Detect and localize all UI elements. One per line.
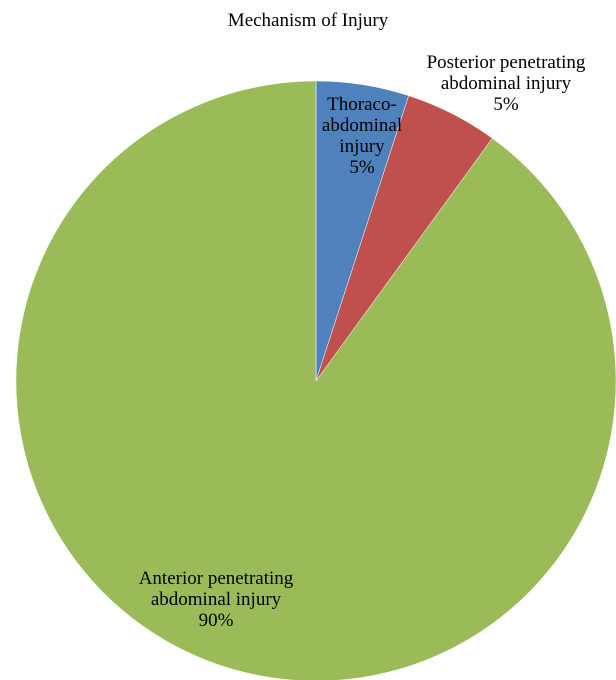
slice-name-line: injury — [339, 136, 385, 157]
slice-percent-label: 5% — [349, 157, 375, 178]
chart-title: Mechanism of Injury — [227, 10, 389, 31]
slice-name-line: abdominal injury — [441, 73, 572, 94]
slice-name-line: Anterior penetrating — [139, 568, 294, 589]
pie-slice — [15, 80, 616, 680]
slice-label: Posterior penetrating abdominal injury 5% — [427, 52, 586, 115]
slice-name-line: Posterior penetrating — [427, 52, 586, 73]
slice-name-line: Thoraco- — [327, 94, 397, 115]
slice-name-line: abdominal injury — [151, 589, 282, 610]
slice-label: Thoraco-abdominal injury 5% — [322, 94, 402, 178]
slice-percent-label: 90% — [199, 610, 234, 631]
slice-percent-label: 5% — [493, 94, 519, 115]
slice-name-line: abdominal — [322, 115, 402, 136]
slice-label: Anterior penetrating abdominal injury 90% — [139, 568, 294, 631]
